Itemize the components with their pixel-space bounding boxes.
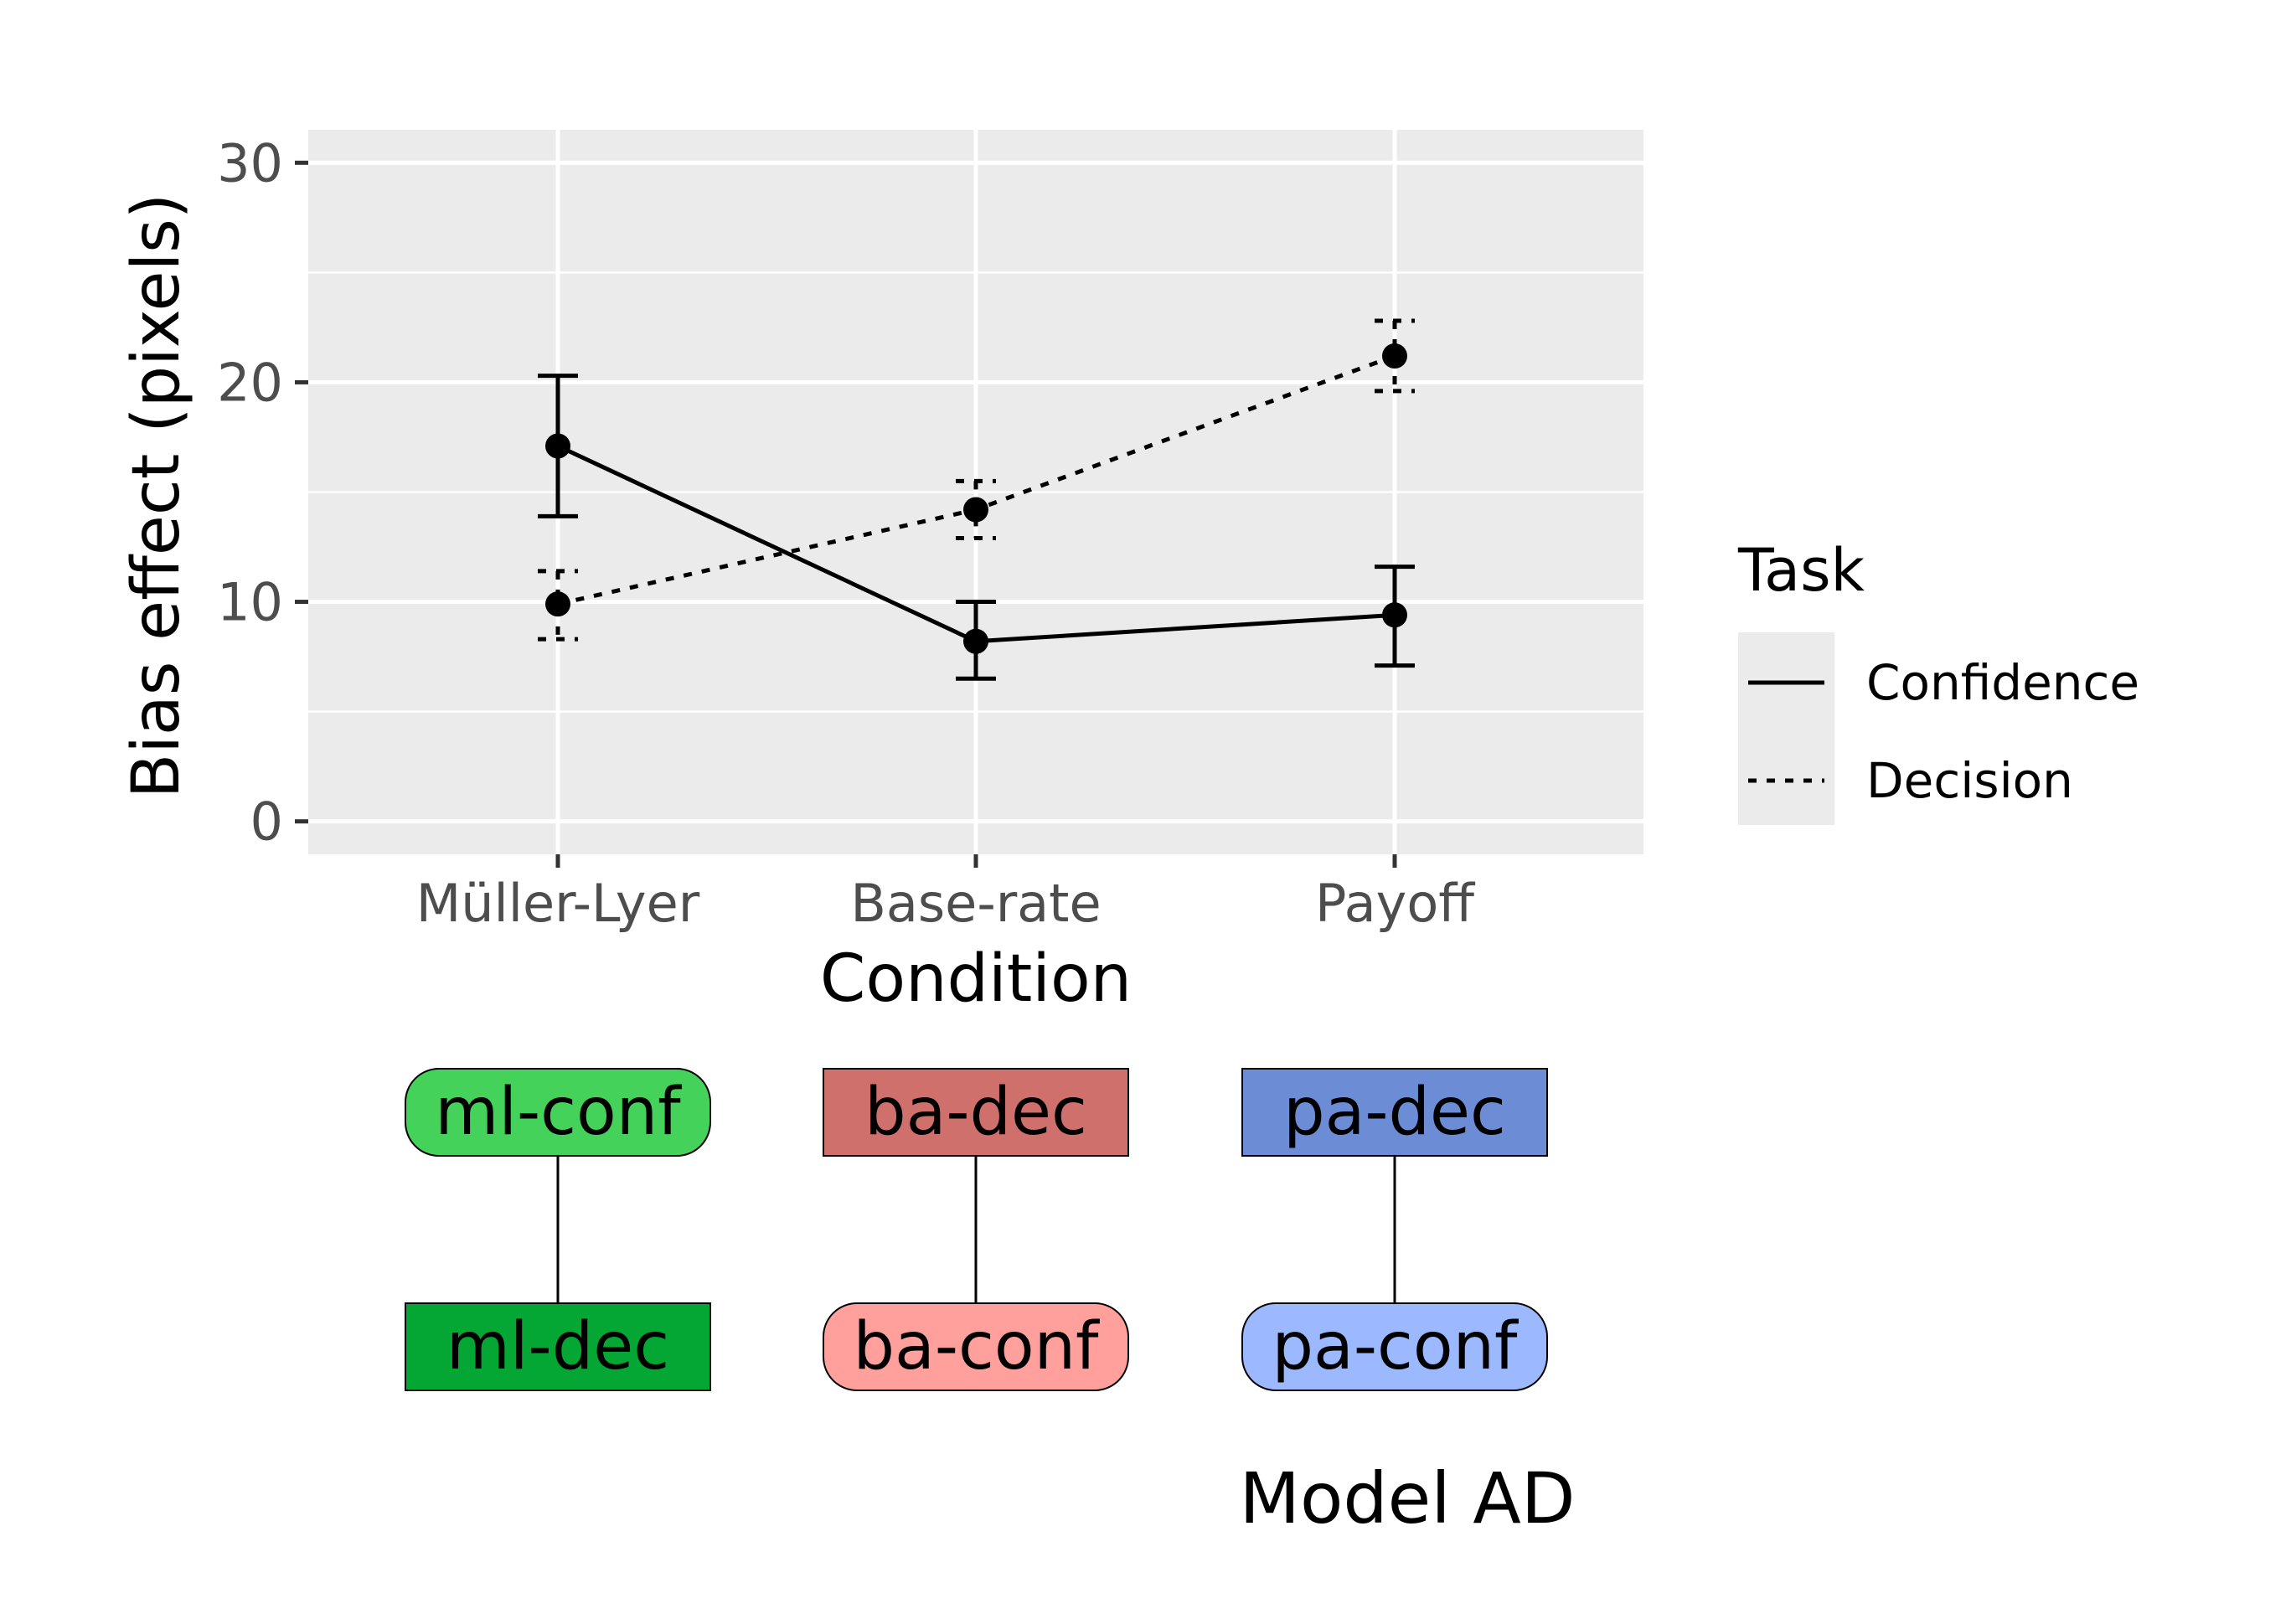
y-tick-label: 10 — [217, 572, 283, 633]
diagram-node-label: ba-conf — [854, 1309, 1100, 1384]
diagram-node-ml-dec — [405, 1302, 711, 1391]
y-tick-label: 0 — [250, 791, 283, 853]
legend-label: Confidence — [1866, 654, 2139, 711]
diagram-node-label: pa-conf — [1272, 1309, 1519, 1384]
diagram-node-label: pa-dec — [1283, 1075, 1506, 1150]
legend-items: Confidence Decision — [1748, 654, 2139, 809]
data-point-decision — [1382, 343, 1407, 369]
error-bar-decision — [1375, 318, 1415, 394]
y-axis-label: Bias effect (pixels) — [119, 193, 194, 799]
series-layer — [538, 318, 1415, 681]
legend-label: Decision — [1866, 752, 2073, 809]
axes: 0 10 20 30 Müller-Lyer Base-rate Payoff — [217, 132, 1475, 934]
legend: Task Confidence Decision — [1737, 536, 2139, 825]
error-bar-decision — [538, 569, 578, 642]
data-point-confidence — [1382, 602, 1407, 628]
x-tick-label: Base-rate — [850, 873, 1101, 934]
diagram-column: ba-dec ba-conf — [823, 1068, 1129, 1391]
data-point-confidence — [545, 433, 570, 459]
diagram-node-pa-dec — [1241, 1068, 1548, 1157]
diagram-title: Model AD — [1239, 1457, 1575, 1539]
diagram-node-ml-conf — [405, 1068, 711, 1157]
legend-title: Task — [1737, 536, 1865, 605]
diagram-node-ba-dec — [823, 1068, 1129, 1157]
diagram-node-label: ba-dec — [864, 1075, 1087, 1150]
diagram-column: pa-dec pa-conf — [1241, 1068, 1548, 1391]
diagram-node-label: ml-conf — [435, 1075, 682, 1150]
y-tick-label: 20 — [217, 352, 283, 413]
data-point-decision — [545, 591, 570, 617]
legend-key-background — [1738, 632, 1834, 825]
error-bar-decision — [956, 478, 996, 541]
data-point-confidence — [963, 628, 988, 654]
grid-lines — [308, 130, 1643, 854]
diagram-node-ba-conf — [823, 1302, 1129, 1391]
model-diagram: ml-conf ml-dec ba-dec ba-conf pa-dec pa-conf — [405, 1068, 1548, 1391]
diagram-column: ml-conf ml-dec — [405, 1068, 711, 1391]
data-point-decision — [963, 497, 988, 523]
x-axis-label: Condition — [820, 941, 1132, 1017]
y-tick-label: 30 — [217, 132, 283, 193]
x-tick-label: Müller-Lyer — [416, 873, 700, 934]
diagram-node-pa-conf — [1241, 1302, 1548, 1391]
diagram-node-label: ml-dec — [446, 1309, 669, 1384]
x-tick-label: Payoff — [1315, 873, 1475, 934]
plot-area: 0 10 20 30 Müller-Lyer Base-rate Payoff — [217, 130, 1643, 934]
